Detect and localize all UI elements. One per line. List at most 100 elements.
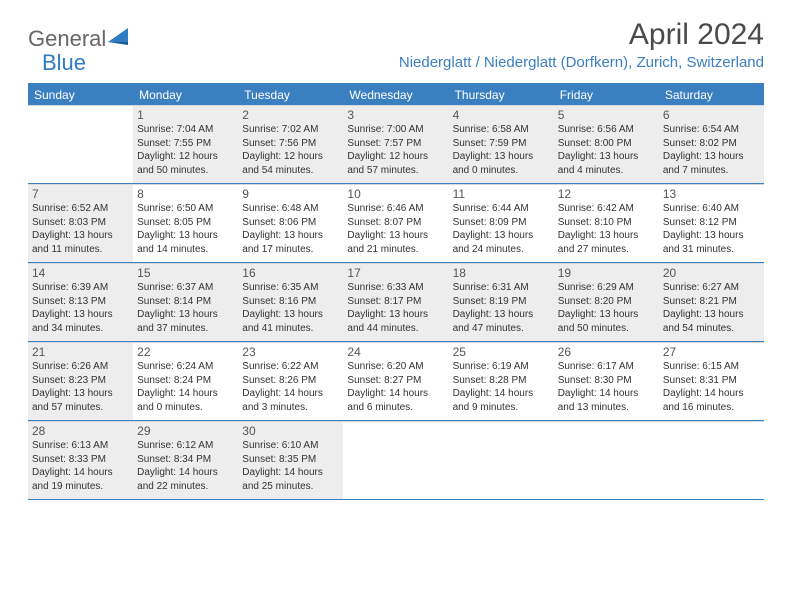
day-cell: 16Sunrise: 6:35 AMSunset: 8:16 PMDayligh… [238, 263, 343, 341]
day-details: Sunrise: 6:31 AMSunset: 8:19 PMDaylight:… [453, 281, 550, 335]
day-cell [343, 421, 448, 499]
daylight-text: Daylight: 13 hours and 27 minutes. [558, 229, 655, 256]
day-number: 1 [137, 108, 234, 122]
day-cell: 29Sunrise: 6:12 AMSunset: 8:34 PMDayligh… [133, 421, 238, 499]
day-details: Sunrise: 6:35 AMSunset: 8:16 PMDaylight:… [242, 281, 339, 335]
logo-text-1: General [28, 26, 106, 52]
week-row: 21Sunrise: 6:26 AMSunset: 8:23 PMDayligh… [28, 342, 764, 421]
day-cell: 8Sunrise: 6:50 AMSunset: 8:05 PMDaylight… [133, 184, 238, 262]
day-cell: 5Sunrise: 6:56 AMSunset: 8:00 PMDaylight… [554, 105, 659, 183]
weekday-friday: Friday [554, 85, 659, 105]
sunset-text: Sunset: 8:26 PM [242, 374, 339, 388]
daylight-text: Daylight: 14 hours and 16 minutes. [663, 387, 760, 414]
day-details: Sunrise: 6:29 AMSunset: 8:20 PMDaylight:… [558, 281, 655, 335]
day-cell [449, 421, 554, 499]
title-block: April 2024 Niederglatt / Niederglatt (Do… [399, 18, 764, 71]
day-cell: 9Sunrise: 6:48 AMSunset: 8:06 PMDaylight… [238, 184, 343, 262]
sunrise-text: Sunrise: 6:22 AM [242, 360, 339, 374]
day-details: Sunrise: 6:50 AMSunset: 8:05 PMDaylight:… [137, 202, 234, 256]
sunrise-text: Sunrise: 6:42 AM [558, 202, 655, 216]
sunset-text: Sunset: 8:28 PM [453, 374, 550, 388]
day-number: 20 [663, 266, 760, 280]
day-details: Sunrise: 6:46 AMSunset: 8:07 PMDaylight:… [347, 202, 444, 256]
day-number: 30 [242, 424, 339, 438]
header: General April 2024 Niederglatt / Niederg… [0, 0, 792, 75]
page-title: April 2024 [399, 18, 764, 52]
day-cell: 3Sunrise: 7:00 AMSunset: 7:57 PMDaylight… [343, 105, 448, 183]
day-cell: 27Sunrise: 6:15 AMSunset: 8:31 PMDayligh… [659, 342, 764, 420]
week-row: 7Sunrise: 6:52 AMSunset: 8:03 PMDaylight… [28, 184, 764, 263]
day-cell: 17Sunrise: 6:33 AMSunset: 8:17 PMDayligh… [343, 263, 448, 341]
day-details: Sunrise: 6:42 AMSunset: 8:10 PMDaylight:… [558, 202, 655, 256]
day-cell: 26Sunrise: 6:17 AMSunset: 8:30 PMDayligh… [554, 342, 659, 420]
daylight-text: Daylight: 13 hours and 37 minutes. [137, 308, 234, 335]
day-details: Sunrise: 6:37 AMSunset: 8:14 PMDaylight:… [137, 281, 234, 335]
day-cell: 2Sunrise: 7:02 AMSunset: 7:56 PMDaylight… [238, 105, 343, 183]
sunrise-text: Sunrise: 6:35 AM [242, 281, 339, 295]
day-cell: 14Sunrise: 6:39 AMSunset: 8:13 PMDayligh… [28, 263, 133, 341]
sunset-text: Sunset: 8:05 PM [137, 216, 234, 230]
sunset-text: Sunset: 8:24 PM [137, 374, 234, 388]
sunrise-text: Sunrise: 6:27 AM [663, 281, 760, 295]
day-cell: 6Sunrise: 6:54 AMSunset: 8:02 PMDaylight… [659, 105, 764, 183]
day-cell: 15Sunrise: 6:37 AMSunset: 8:14 PMDayligh… [133, 263, 238, 341]
day-cell: 10Sunrise: 6:46 AMSunset: 8:07 PMDayligh… [343, 184, 448, 262]
week-row: 14Sunrise: 6:39 AMSunset: 8:13 PMDayligh… [28, 263, 764, 342]
sunrise-text: Sunrise: 6:48 AM [242, 202, 339, 216]
day-number: 8 [137, 187, 234, 201]
day-cell: 11Sunrise: 6:44 AMSunset: 8:09 PMDayligh… [449, 184, 554, 262]
day-details: Sunrise: 6:56 AMSunset: 8:00 PMDaylight:… [558, 123, 655, 177]
daylight-text: Daylight: 14 hours and 6 minutes. [347, 387, 444, 414]
day-details: Sunrise: 7:00 AMSunset: 7:57 PMDaylight:… [347, 123, 444, 177]
day-number: 2 [242, 108, 339, 122]
sunrise-text: Sunrise: 6:31 AM [453, 281, 550, 295]
daylight-text: Daylight: 14 hours and 25 minutes. [242, 466, 339, 493]
sunrise-text: Sunrise: 6:13 AM [32, 439, 129, 453]
day-number: 23 [242, 345, 339, 359]
sunrise-text: Sunrise: 6:12 AM [137, 439, 234, 453]
sunset-text: Sunset: 8:27 PM [347, 374, 444, 388]
daylight-text: Daylight: 13 hours and 17 minutes. [242, 229, 339, 256]
day-details: Sunrise: 6:33 AMSunset: 8:17 PMDaylight:… [347, 281, 444, 335]
daylight-text: Daylight: 13 hours and 57 minutes. [32, 387, 129, 414]
daylight-text: Daylight: 13 hours and 41 minutes. [242, 308, 339, 335]
day-details: Sunrise: 6:52 AMSunset: 8:03 PMDaylight:… [32, 202, 129, 256]
sunset-text: Sunset: 7:55 PM [137, 137, 234, 151]
day-details: Sunrise: 6:39 AMSunset: 8:13 PMDaylight:… [32, 281, 129, 335]
sunrise-text: Sunrise: 7:04 AM [137, 123, 234, 137]
day-number: 29 [137, 424, 234, 438]
daylight-text: Daylight: 13 hours and 11 minutes. [32, 229, 129, 256]
sunrise-text: Sunrise: 6:54 AM [663, 123, 760, 137]
weekday-tuesday: Tuesday [238, 85, 343, 105]
day-details: Sunrise: 6:27 AMSunset: 8:21 PMDaylight:… [663, 281, 760, 335]
sunrise-text: Sunrise: 6:20 AM [347, 360, 444, 374]
daylight-text: Daylight: 14 hours and 3 minutes. [242, 387, 339, 414]
sunrise-text: Sunrise: 7:00 AM [347, 123, 444, 137]
day-details: Sunrise: 6:19 AMSunset: 8:28 PMDaylight:… [453, 360, 550, 414]
sunrise-text: Sunrise: 6:29 AM [558, 281, 655, 295]
sunset-text: Sunset: 8:14 PM [137, 295, 234, 309]
day-cell [28, 105, 133, 183]
daylight-text: Daylight: 13 hours and 4 minutes. [558, 150, 655, 177]
sunrise-text: Sunrise: 6:58 AM [453, 123, 550, 137]
sunrise-text: Sunrise: 6:33 AM [347, 281, 444, 295]
sunrise-text: Sunrise: 6:40 AM [663, 202, 760, 216]
daylight-text: Daylight: 14 hours and 13 minutes. [558, 387, 655, 414]
sunset-text: Sunset: 8:03 PM [32, 216, 129, 230]
daylight-text: Daylight: 12 hours and 50 minutes. [137, 150, 234, 177]
sunset-text: Sunset: 8:07 PM [347, 216, 444, 230]
day-number: 16 [242, 266, 339, 280]
day-cell: 19Sunrise: 6:29 AMSunset: 8:20 PMDayligh… [554, 263, 659, 341]
day-details: Sunrise: 6:17 AMSunset: 8:30 PMDaylight:… [558, 360, 655, 414]
day-cell: 22Sunrise: 6:24 AMSunset: 8:24 PMDayligh… [133, 342, 238, 420]
day-number: 18 [453, 266, 550, 280]
sunset-text: Sunset: 8:23 PM [32, 374, 129, 388]
sunrise-text: Sunrise: 6:39 AM [32, 281, 129, 295]
day-number: 9 [242, 187, 339, 201]
location-text: Niederglatt / Niederglatt (Dorfkern), Zu… [399, 54, 764, 71]
day-number: 19 [558, 266, 655, 280]
sunset-text: Sunset: 8:17 PM [347, 295, 444, 309]
day-cell [554, 421, 659, 499]
daylight-text: Daylight: 13 hours and 44 minutes. [347, 308, 444, 335]
daylight-text: Daylight: 12 hours and 54 minutes. [242, 150, 339, 177]
